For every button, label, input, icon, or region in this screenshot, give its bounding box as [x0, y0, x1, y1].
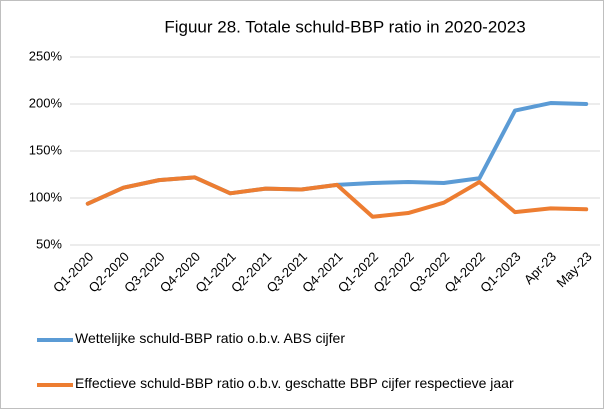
legend-label: Effectieve schuld-BBP ratio o.b.v. gesch…	[75, 375, 514, 391]
y-tick-label: 250%	[29, 48, 63, 63]
series-line	[85, 101, 589, 206]
series-line	[85, 175, 589, 219]
legend-item: Effectieve schuld-BBP ratio o.b.v. gesch…	[0, 375, 604, 391]
y-tick-label: 100%	[29, 189, 63, 204]
legend-swatch	[37, 338, 73, 342]
legend-item: Wettelijke schuld-BBP ratio o.b.v. ABS c…	[0, 330, 604, 346]
x-tick-label: Apr-23	[521, 249, 559, 287]
y-tick-label: 200%	[29, 95, 63, 110]
chart-title: Figuur 28. Totale schuld-BBP ratio in 20…	[164, 17, 525, 36]
legend-swatch	[37, 383, 73, 387]
legend-label: Wettelijke schuld-BBP ratio o.b.v. ABS c…	[75, 330, 346, 346]
y-tick-label: 150%	[29, 142, 63, 157]
y-tick-label: 50%	[36, 236, 62, 251]
x-tick-label: May-23	[553, 249, 594, 290]
